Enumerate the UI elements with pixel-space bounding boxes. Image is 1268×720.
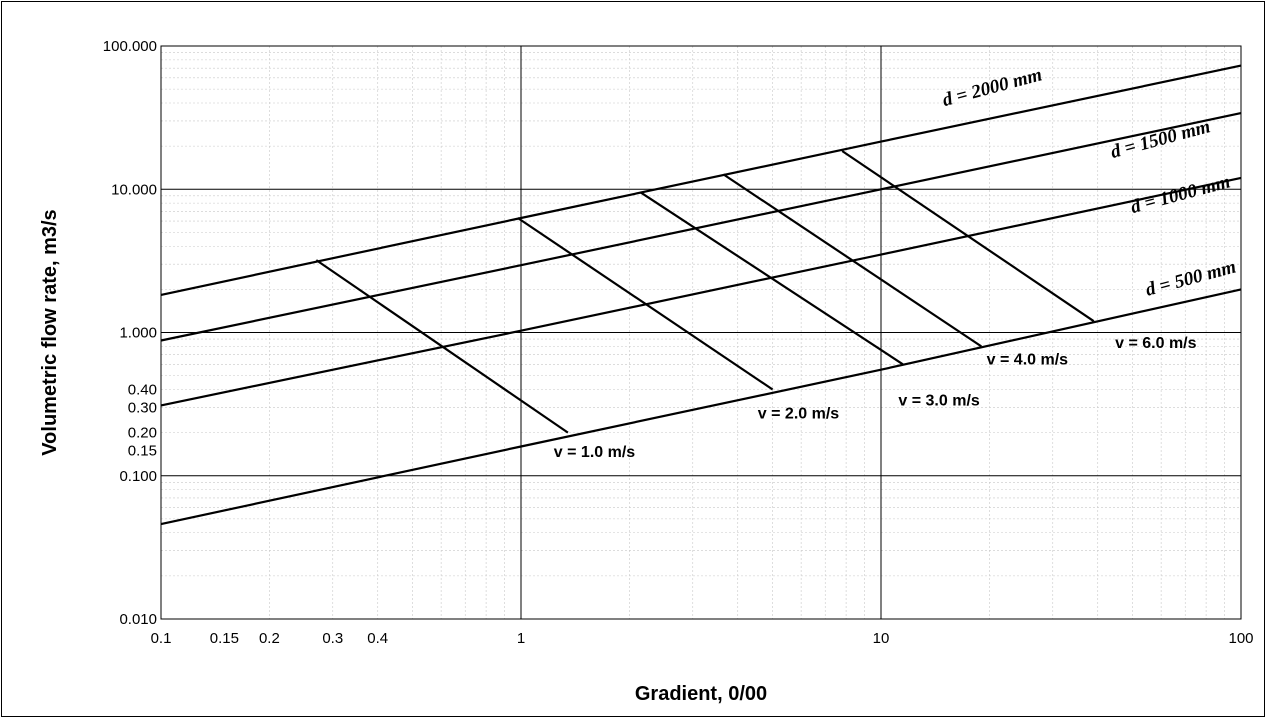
y-tick-label: 0.100 <box>119 468 157 485</box>
velocity-label-2: v = 3.0 m/s <box>898 392 979 409</box>
velocity-lines: v = 1.0 m/s v = 2.0 m/s v = 3.0 m/s v = 4.0… <box>315 150 1197 461</box>
x-tick-label: 1 <box>517 630 525 647</box>
velocity-line-1 <box>517 217 774 391</box>
velocity-line-4 <box>841 150 1095 323</box>
y-axis-title: Volumetric flow rate, m3/s <box>39 209 61 455</box>
x-tick-label: 0.15 <box>210 630 239 647</box>
velocity-label-1: v = 2.0 m/s <box>758 406 839 423</box>
diameter-series: d = 2000 mmd = 1500 mmd = 1000 mmd = 500… <box>160 64 1242 526</box>
series-line-0 <box>160 64 1242 296</box>
y-tick-label: 100.000 <box>103 38 157 55</box>
diameter-label-2: d = 1000 mm <box>1128 171 1232 218</box>
y-tick-label: 0.30 <box>128 399 157 416</box>
y-tick-label: 0.010 <box>119 611 157 628</box>
x-axis-title: Gradient, 0/00 <box>635 683 767 705</box>
series-line-1 <box>160 112 1242 342</box>
y-tick-label: 0.15 <box>128 443 157 460</box>
x-tick-label: 100 <box>1228 630 1253 647</box>
velocity-line-0 <box>315 259 569 434</box>
velocity-line-3 <box>722 173 982 348</box>
diameter-label-1: d = 1500 mm <box>1109 116 1213 163</box>
plot-area-border <box>160 45 1242 620</box>
x-tick-label: 0.1 <box>151 630 172 647</box>
y-tick-label: 0.20 <box>128 425 157 442</box>
x-tick-label: 0.3 <box>322 630 343 647</box>
velocity-label-4: v = 6.0 m/s <box>1115 335 1196 352</box>
series-line-2 <box>160 176 1242 407</box>
y-tick-labels: 100.000 10.000 1.000 0.400.30 0.200.15 0.100 0… <box>103 38 157 628</box>
y-tick-label: 1.000 <box>119 325 157 342</box>
velocity-label-0: v = 1.0 m/s <box>554 444 635 461</box>
y-tick-label: 0.40 <box>128 382 157 399</box>
x-tick-labels: 0.1 0.15 0.2 0.3 0.4 1 10 100 <box>151 630 1254 647</box>
velocity-label-3: v = 4.0 m/s <box>987 351 1068 368</box>
minor-gridlines <box>160 46 1241 620</box>
y-tick-label: 10.000 <box>111 181 157 198</box>
x-tick-label: 0.4 <box>367 630 388 647</box>
major-gridlines <box>161 46 1241 619</box>
x-tick-label: 0.2 <box>259 630 280 647</box>
velocity-line-2 <box>640 191 904 366</box>
series-line-3 <box>160 288 1242 526</box>
diameter-label-0: d = 2000 mm <box>940 64 1044 111</box>
x-tick-label: 10 <box>873 630 890 647</box>
